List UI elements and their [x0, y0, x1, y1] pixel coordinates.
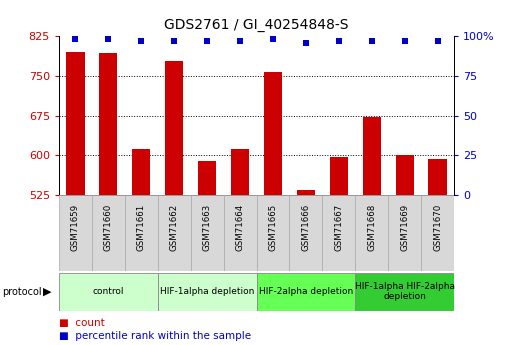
- Bar: [355, 273, 454, 310]
- Text: HIF-2alpha depletion: HIF-2alpha depletion: [259, 287, 353, 296]
- Title: GDS2761 / GI_40254848-S: GDS2761 / GI_40254848-S: [164, 18, 349, 32]
- Bar: [297, 190, 315, 195]
- Point: [334, 38, 343, 44]
- Bar: [388, 195, 421, 271]
- Text: GSM71665: GSM71665: [268, 204, 278, 251]
- Text: GSM71670: GSM71670: [433, 204, 442, 251]
- Text: HIF-1alpha HIF-2alpha
depletion: HIF-1alpha HIF-2alpha depletion: [354, 282, 455, 301]
- Text: GSM71669: GSM71669: [400, 204, 409, 251]
- Bar: [132, 149, 150, 195]
- Bar: [256, 195, 289, 271]
- Point: [433, 38, 442, 44]
- Bar: [158, 195, 191, 271]
- Bar: [355, 195, 388, 271]
- Point: [368, 38, 376, 44]
- Text: GSM71663: GSM71663: [203, 204, 212, 251]
- Bar: [231, 149, 249, 195]
- Bar: [396, 155, 413, 195]
- Bar: [322, 195, 355, 271]
- Bar: [59, 195, 92, 271]
- Text: control: control: [93, 287, 124, 296]
- Text: HIF-1alpha depletion: HIF-1alpha depletion: [160, 287, 254, 296]
- Text: GSM71659: GSM71659: [71, 204, 80, 251]
- Text: GSM71666: GSM71666: [301, 204, 310, 251]
- Bar: [59, 273, 158, 310]
- Bar: [165, 61, 183, 195]
- Point: [104, 37, 112, 42]
- Bar: [224, 195, 256, 271]
- Point: [170, 38, 179, 44]
- Text: GSM71661: GSM71661: [137, 204, 146, 251]
- Text: ■  percentile rank within the sample: ■ percentile rank within the sample: [59, 332, 251, 341]
- Text: GSM71664: GSM71664: [235, 204, 245, 251]
- Point: [137, 38, 145, 44]
- Text: ■  count: ■ count: [59, 318, 105, 327]
- Text: protocol: protocol: [3, 287, 42, 296]
- Bar: [421, 195, 454, 271]
- Text: GSM71660: GSM71660: [104, 204, 113, 251]
- Bar: [330, 157, 348, 195]
- Bar: [191, 195, 224, 271]
- Point: [302, 40, 310, 45]
- Text: GSM71662: GSM71662: [170, 204, 179, 251]
- Bar: [92, 195, 125, 271]
- Point: [269, 37, 277, 42]
- Bar: [198, 160, 216, 195]
- Bar: [289, 195, 322, 271]
- Point: [71, 37, 80, 42]
- Bar: [256, 273, 355, 310]
- Bar: [428, 159, 447, 195]
- Text: ▶: ▶: [43, 287, 51, 296]
- Text: GSM71667: GSM71667: [334, 204, 343, 251]
- Bar: [158, 273, 256, 310]
- Point: [203, 38, 211, 44]
- Text: GSM71668: GSM71668: [367, 204, 376, 251]
- Point: [236, 38, 244, 44]
- Point: [401, 38, 409, 44]
- Bar: [66, 52, 85, 195]
- Bar: [125, 195, 158, 271]
- Bar: [264, 72, 282, 195]
- Bar: [363, 117, 381, 195]
- Bar: [100, 53, 117, 195]
